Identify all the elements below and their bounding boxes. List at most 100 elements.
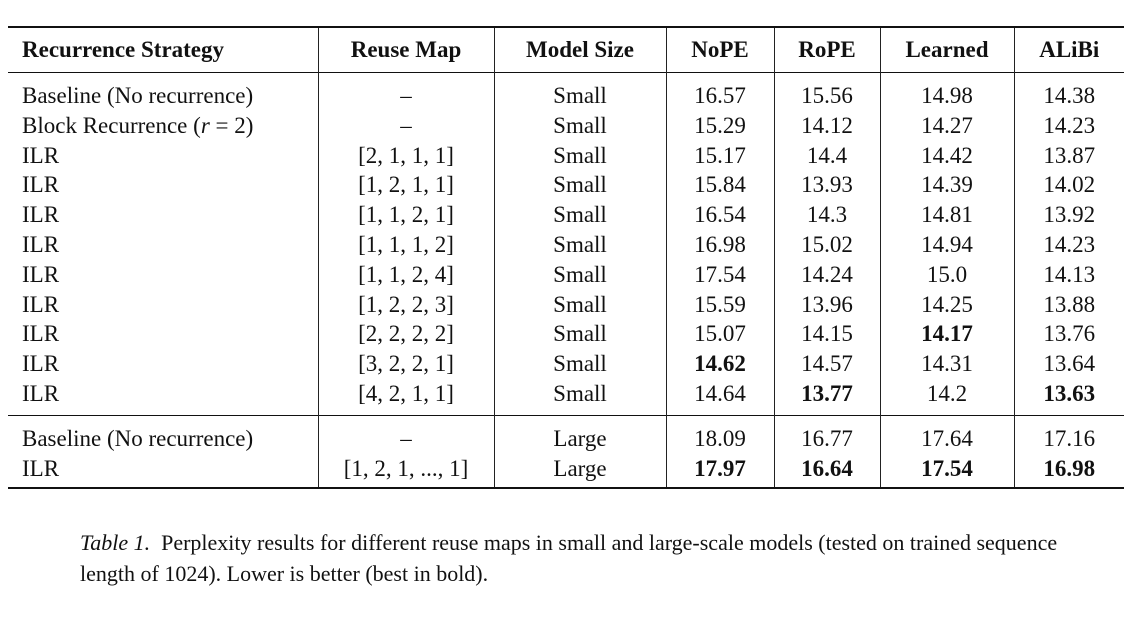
cell-rope: 16.77 (774, 415, 881, 454)
cell-recurrence-strategy: ILR (8, 229, 319, 260)
cell-nope: 16.98 (666, 229, 775, 260)
cell-model-size: Small (494, 319, 667, 350)
cell-model-size: Small (494, 140, 667, 171)
cell-rope: 15.02 (774, 229, 881, 260)
cell-model-size: Small (494, 349, 667, 379)
cell-model-size: Small (494, 110, 667, 141)
header-learned: Learned (880, 27, 1015, 73)
cell-learned: 14.39 (880, 170, 1015, 201)
cell-rope: 14.15 (774, 319, 881, 350)
table-row: ILR [3, 2, 2, 1] Small 14.62 14.57 14.31 13.64 (8, 349, 1124, 379)
cell-learned: 14.42 (880, 140, 1015, 171)
cell-rope: 13.93 (774, 170, 881, 201)
table-row: ILR [1, 2, 1, 1] Small 15.84 13.93 14.39 14.02 (8, 170, 1124, 201)
cell-model-size: Small (494, 229, 667, 260)
cell-alibi: 16.98 (1043, 455, 1096, 481)
perplexity-results-table: Recurrence Strategy Reuse Map Model Size… (8, 26, 1124, 489)
cell-nope: 16.54 (666, 200, 775, 230)
cell-nope: 15.84 (666, 170, 775, 201)
cell-model-size: Small (494, 378, 667, 416)
table-row: ILR [1, 2, 1, ..., 1] Large 17.97 16.64 17.54… (8, 453, 1124, 489)
cell-learned: 15.0 (880, 259, 1015, 290)
cell-reuse-map: [1, 2, 2, 3] (318, 289, 495, 320)
cell-alibi: 14.13 (1043, 261, 1096, 287)
cell-model-size: Small (494, 289, 667, 320)
cell-reuse-map: [1, 1, 1, 2] (318, 229, 495, 260)
cell-nope: 15.29 (666, 110, 775, 141)
table-row: ILR [2, 2, 2, 2] Small 15.07 14.15 14.17 13.76 (8, 319, 1124, 350)
cell-alibi: 13.64 (1043, 351, 1096, 377)
caption-label: Table 1. (80, 530, 151, 555)
table-caption: Table 1. Perplexity results for differen… (80, 527, 1070, 589)
cell-rope: 13.77 (774, 378, 881, 416)
cell-learned: 14.17 (880, 319, 1015, 350)
strategy-text: ILR (22, 455, 60, 481)
strategy-text-prefix: Block Recurrence ( (22, 112, 201, 138)
cell-recurrence-strategy: ILR (8, 319, 319, 350)
cell-alibi: 13.87 (1043, 142, 1096, 168)
strategy-text: ILR (22, 142, 60, 168)
cell-rope: 14.4 (774, 140, 881, 171)
table-row: ILR [4, 2, 1, 1] Small 14.64 13.77 14.2 13.63 (8, 378, 1124, 416)
cell-recurrence-strategy: ILR (8, 453, 319, 489)
cell-alibi: 17.16 (1043, 425, 1096, 451)
cell-alibi: 14.23 (1043, 112, 1096, 138)
cell-model-size: Small (494, 170, 667, 201)
cell-model-size: Small (494, 259, 667, 290)
large-model-rows: Baseline (No recurrence) – Large 18.09 16.77… (8, 415, 1124, 489)
cell-rope: 15.56 (774, 72, 881, 111)
strategy-text: Baseline (No recurrence) (22, 83, 254, 108)
cell-recurrence-strategy: Baseline (No recurrence) (8, 72, 319, 111)
cell-rope: 14.12 (774, 110, 881, 141)
cell-recurrence-strategy: ILR (8, 349, 319, 379)
cell-learned: 14.81 (880, 200, 1015, 230)
strategy-text: ILR (22, 172, 60, 198)
cell-reuse-map: [2, 2, 2, 2] (318, 319, 495, 350)
cell-learned: 14.31 (880, 349, 1015, 379)
table-row: ILR [1, 1, 1, 2] Small 16.98 15.02 14.94 14.23 (8, 229, 1124, 260)
cell-learned: 14.94 (880, 229, 1015, 260)
cell-learned: 17.64 (880, 415, 1015, 454)
cell-nope: 14.62 (666, 349, 775, 379)
cell-reuse-map: – (318, 110, 495, 141)
strategy-text-suffix: = 2) (209, 112, 254, 138)
cell-model-size: Small (494, 200, 667, 230)
cell-alibi: 14.38 (1043, 83, 1096, 108)
cell-model-size: Large (494, 453, 667, 489)
cell-learned: 14.27 (880, 110, 1015, 141)
strategy-text: ILR (22, 261, 60, 287)
results-table-container: Recurrence Strategy Reuse Map Model Size… (8, 26, 1124, 489)
header-recurrence-strategy: Recurrence Strategy (8, 27, 319, 73)
cell-nope: 17.54 (666, 259, 775, 290)
cell-rope: 14.24 (774, 259, 881, 290)
cell-alibi: 14.23 (1043, 231, 1096, 257)
cell-learned: 14.98 (880, 72, 1015, 111)
cell-reuse-map: [4, 2, 1, 1] (318, 378, 495, 416)
cell-reuse-map: – (318, 415, 495, 454)
table-row: ILR [1, 1, 2, 4] Small 17.54 14.24 15.0 14.13 (8, 259, 1124, 290)
table-row: ILR [2, 1, 1, 1] Small 15.17 14.4 14.42 13.87 (8, 140, 1124, 171)
cell-reuse-map: [1, 1, 2, 4] (318, 259, 495, 290)
cell-reuse-map: – (318, 72, 495, 111)
table-row: Baseline (No recurrence) – Large 18.09 16.77… (8, 415, 1124, 454)
table-row: Block Recurrence (r = 2) – Small 15.29 14.12… (8, 110, 1124, 141)
cell-nope: 15.07 (666, 319, 775, 350)
cell-nope: 14.64 (666, 378, 775, 416)
strategy-text: ILR (22, 202, 60, 228)
cell-recurrence-strategy: ILR (8, 289, 319, 320)
cell-rope: 13.96 (774, 289, 881, 320)
cell-nope: 15.59 (666, 289, 775, 320)
cell-recurrence-strategy: ILR (8, 140, 319, 171)
cell-alibi: 13.92 (1043, 202, 1096, 228)
caption-text: Perplexity results for different reuse m… (80, 530, 1058, 586)
header-reuse-map: Reuse Map (318, 27, 495, 73)
cell-model-size: Large (494, 415, 667, 454)
cell-model-size: Small (494, 72, 667, 111)
header-nope: NoPE (666, 27, 775, 73)
cell-rope: 14.57 (774, 349, 881, 379)
small-model-rows: Baseline (No recurrence) – Small 16.57 15.56… (8, 72, 1124, 416)
cell-reuse-map: [3, 2, 2, 1] (318, 349, 495, 379)
cell-learned: 14.25 (880, 289, 1015, 320)
cell-reuse-map: [2, 1, 1, 1] (318, 140, 495, 171)
cell-alibi: 13.63 (1043, 380, 1096, 406)
